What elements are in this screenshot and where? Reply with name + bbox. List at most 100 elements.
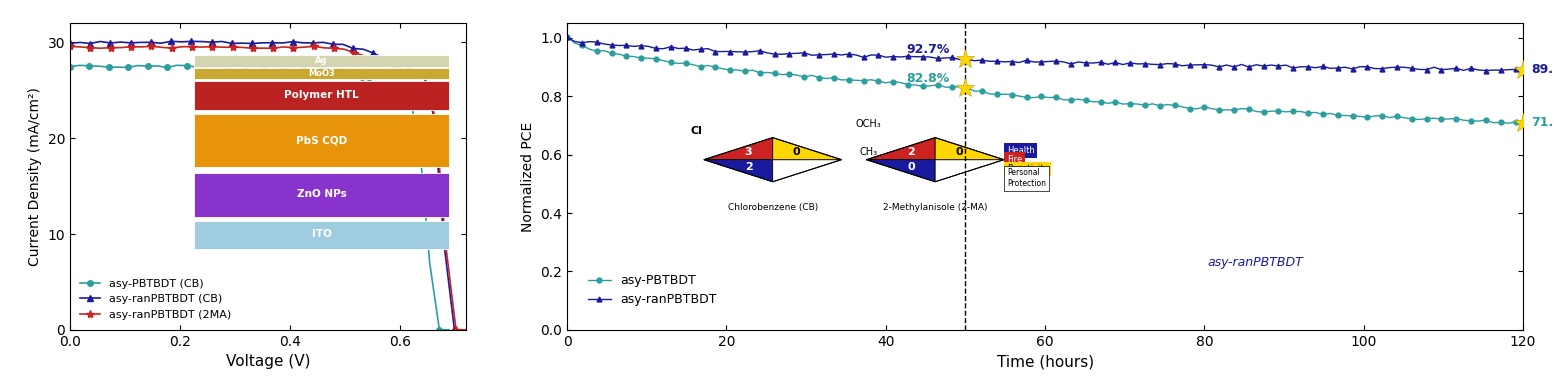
asy-ranPBTBDT (2MA) — [112, 45, 131, 50]
asy-ranPBTBDT (2MA) — [92, 46, 110, 50]
asy-PBTBDT (CB) — [284, 64, 303, 69]
asy-ranPBTBDT (2MA) — [325, 46, 343, 51]
asy-ranPBTBDT (2MA) — [182, 44, 200, 49]
Text: OCH₃: OCH₃ — [855, 120, 881, 130]
asy-ranPBTBDT (CB) — [61, 41, 79, 46]
asy-ranPBTBDT (CB) — [283, 39, 301, 44]
asy-PBTBDT (CB) — [90, 64, 109, 69]
asy-PBTBDT (CB) — [275, 64, 294, 69]
Text: Reactivity: Reactivity — [1007, 165, 1049, 173]
asy-ranPBTBDT (CB) — [444, 327, 463, 332]
asy-ranPBTBDT (CB) — [112, 40, 131, 44]
asy-PBTBDT (CB) — [246, 64, 264, 69]
asy-PBTBDT — [1402, 116, 1420, 121]
asy-PBTBDT (CB) — [120, 65, 138, 70]
asy-PBTBDT (CB) — [371, 83, 390, 88]
asy-ranPBTBDT (2MA) — [314, 45, 333, 50]
asy-PBTBDT (CB) — [129, 63, 148, 68]
asy-ranPBTBDT (CB) — [294, 40, 312, 45]
Text: Cl: Cl — [690, 126, 702, 135]
Line: asy-PBTBDT: asy-PBTBDT — [965, 85, 1526, 126]
asy-ranPBTBDT (CB) — [424, 116, 443, 121]
asy-ranPBTBDT — [957, 57, 976, 62]
asy-PBTBDT (CB) — [81, 64, 99, 68]
asy-ranPBTBDT (CB) — [121, 40, 140, 45]
asy-PBTBDT (CB) — [381, 85, 399, 90]
Text: 0: 0 — [956, 147, 963, 157]
asy-ranPBTBDT (2MA) — [152, 45, 171, 50]
asy-ranPBTBDT (CB) — [303, 41, 322, 45]
asy-ranPBTBDT (CB) — [375, 56, 393, 61]
Polygon shape — [704, 160, 772, 182]
asy-ranPBTBDT — [1010, 60, 1029, 65]
asy-ranPBTBDT (2MA) — [416, 77, 435, 82]
asy-ranPBTBDT (CB) — [233, 41, 252, 45]
asy-PBTBDT (CB) — [392, 90, 410, 95]
asy-PBTBDT (CB) — [159, 65, 177, 70]
asy-ranPBTBDT (CB) — [323, 42, 342, 47]
asy-PBTBDT (CB) — [61, 64, 79, 69]
Text: Fire: Fire — [1007, 155, 1023, 164]
Line: asy-ranPBTBDT (2MA): asy-ranPBTBDT (2MA) — [65, 42, 471, 334]
asy-ranPBTBDT (CB) — [274, 41, 292, 45]
asy-PBTBDT (CB) — [168, 63, 186, 68]
Text: Chlorobenzene (CB): Chlorobenzene (CB) — [727, 203, 817, 212]
asy-PBTBDT — [1498, 121, 1517, 125]
asy-ranPBTBDT (2MA) — [264, 46, 283, 50]
asy-PBTBDT (CB) — [353, 74, 371, 79]
asy-ranPBTBDT (CB) — [213, 39, 232, 44]
asy-ranPBTBDT — [1329, 66, 1347, 70]
asy-PBTBDT — [1514, 121, 1532, 125]
asy-ranPBTBDT (2MA) — [426, 118, 444, 123]
asy-PBTBDT (CB) — [294, 64, 312, 69]
asy-ranPBTBDT (2MA) — [244, 46, 263, 51]
asy-ranPBTBDT (CB) — [354, 47, 373, 52]
Text: asy-ranPBTBDT: asy-ranPBTBDT — [1207, 256, 1304, 269]
Text: 2-Methylanisole (2-MA): 2-Methylanisole (2-MA) — [883, 203, 987, 212]
asy-ranPBTBDT (CB) — [242, 41, 261, 46]
asy-ranPBTBDT (2MA) — [305, 44, 323, 48]
asy-ranPBTBDT (2MA) — [81, 45, 99, 50]
asy-PBTBDT (CB) — [138, 64, 157, 68]
Text: 89.1%: 89.1% — [1531, 63, 1554, 76]
asy-ranPBTBDT (CB) — [384, 61, 402, 65]
asy-PBTBDT — [957, 85, 976, 90]
asy-ranPBTBDT (2MA) — [356, 54, 375, 58]
asy-ranPBTBDT (CB) — [314, 40, 333, 45]
asy-ranPBTBDT (2MA) — [345, 50, 364, 55]
asy-PBTBDT (CB) — [70, 63, 89, 68]
asy-ranPBTBDT (2MA) — [396, 68, 415, 72]
asy-ranPBTBDT (CB) — [455, 327, 474, 332]
asy-ranPBTBDT (2MA) — [274, 45, 292, 49]
asy-ranPBTBDT (CB) — [152, 41, 171, 45]
asy-ranPBTBDT (2MA) — [365, 56, 384, 61]
asy-ranPBTBDT (2MA) — [376, 61, 395, 65]
asy-PBTBDT (CB) — [255, 64, 274, 68]
asy-ranPBTBDT (CB) — [395, 63, 413, 68]
Text: 92.7%: 92.7% — [906, 43, 949, 56]
asy-ranPBTBDT (2MA) — [224, 45, 242, 50]
asy-PBTBDT (CB) — [236, 64, 255, 69]
Polygon shape — [704, 138, 772, 160]
asy-ranPBTBDT — [1150, 62, 1169, 67]
asy-ranPBTBDT (CB) — [202, 40, 221, 45]
Text: CH₃: CH₃ — [859, 147, 878, 157]
asy-PBTBDT (CB) — [303, 64, 322, 68]
asy-PBTBDT (CB) — [197, 65, 216, 69]
asy-ranPBTBDT (2MA) — [385, 63, 404, 68]
asy-ranPBTBDT (2MA) — [336, 47, 354, 52]
asy-ranPBTBDT (CB) — [364, 51, 382, 55]
Line: asy-PBTBDT (CB): asy-PBTBDT (CB) — [67, 62, 452, 333]
asy-ranPBTBDT (2MA) — [121, 44, 140, 49]
asy-ranPBTBDT (CB) — [435, 244, 454, 249]
asy-ranPBTBDT (2MA) — [172, 44, 191, 49]
asy-ranPBTBDT (CB) — [193, 39, 211, 44]
asy-ranPBTBDT — [1313, 64, 1332, 69]
asy-ranPBTBDT (2MA) — [253, 46, 272, 50]
Legend: asy-PBTBDT, asy-ranPBTBDT: asy-PBTBDT, asy-ranPBTBDT — [583, 269, 723, 311]
Polygon shape — [866, 160, 936, 182]
Y-axis label: Current Density (mA/cm²): Current Density (mA/cm²) — [28, 87, 42, 266]
Text: Health: Health — [1007, 146, 1035, 155]
Polygon shape — [772, 160, 842, 182]
Text: 2: 2 — [744, 163, 752, 172]
